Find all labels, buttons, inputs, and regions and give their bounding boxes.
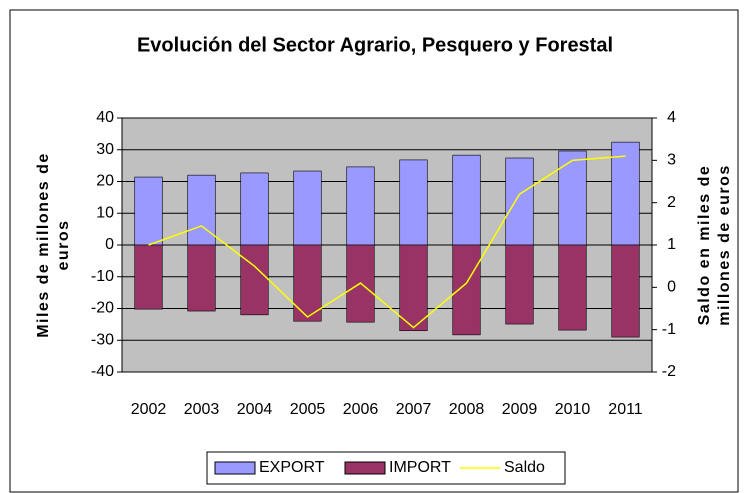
y2-axis-label: millones de euros <box>716 164 733 326</box>
bar <box>611 141 640 246</box>
x-tick-label: 2005 <box>290 401 326 418</box>
y2-tick-label: -1 <box>662 321 676 338</box>
x-tick-label: 2009 <box>502 401 538 418</box>
y-tick-label: 20 <box>96 173 114 190</box>
y-axis-label: Miles de millones de <box>35 152 52 338</box>
x-tick-label: 2008 <box>449 401 485 418</box>
bar <box>558 150 587 246</box>
y2-axis-label: Saldo en miles de <box>696 165 713 326</box>
y-tick-label: -30 <box>91 331 114 348</box>
bar <box>240 172 269 246</box>
bar <box>452 154 481 246</box>
bar <box>134 176 163 246</box>
bar <box>611 244 640 338</box>
y2-tick-label: 1 <box>667 236 676 253</box>
bar <box>505 244 534 325</box>
chart-title: Evolución del Sector Agrario, Pesquero y… <box>137 34 613 56</box>
line <box>148 155 626 329</box>
y-tick-label: 0 <box>105 236 114 253</box>
y2-tick-label: -2 <box>662 363 676 380</box>
bar <box>399 244 428 332</box>
x-tick-label: 2002 <box>131 401 167 418</box>
legend-label: IMPORT <box>389 459 451 476</box>
bar <box>240 244 269 316</box>
y-tick-label: -10 <box>91 268 114 285</box>
y-tick-label: 10 <box>96 204 114 221</box>
bar <box>452 244 481 336</box>
legend <box>206 451 566 485</box>
bar <box>399 159 428 246</box>
x-tick-label: 2006 <box>343 401 379 418</box>
x-tick-label: 2003 <box>184 401 220 418</box>
bar <box>187 244 216 312</box>
y2-tick-label: 3 <box>667 152 676 169</box>
y2-tick-label: 4 <box>667 109 676 126</box>
bar <box>558 244 587 331</box>
legend-label: Saldo <box>504 459 545 476</box>
y-tick-label: -40 <box>91 363 114 380</box>
y-tick-label: 40 <box>96 109 114 126</box>
bar <box>346 166 375 246</box>
bar <box>293 244 322 322</box>
y2-tick-label: 2 <box>667 194 676 211</box>
legend-swatch <box>214 461 256 475</box>
x-tick-label: 2004 <box>237 401 273 418</box>
bar <box>505 157 534 246</box>
y-axis-label: euros <box>55 219 72 270</box>
y-tick-label: 30 <box>96 141 114 158</box>
x-tick-label: 2011 <box>608 401 643 418</box>
bar <box>187 174 216 246</box>
bar <box>134 244 163 310</box>
x-tick-label: 2010 <box>555 401 591 418</box>
y2-tick-label: 0 <box>667 279 676 296</box>
legend-label: EXPORT <box>259 459 325 476</box>
legend-swatch <box>344 461 386 475</box>
bar <box>293 170 322 246</box>
x-tick-label: 2007 <box>396 401 432 418</box>
y-tick-label: -20 <box>91 300 114 317</box>
